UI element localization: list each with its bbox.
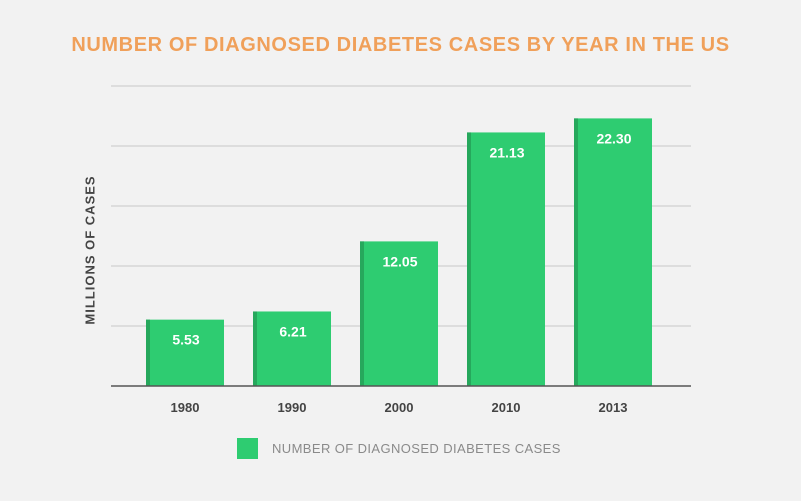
data-label: 6.21 [279,323,306,339]
x-tick-label: 2013 [599,400,628,415]
data-label: 12.05 [382,253,417,269]
bar [146,319,224,386]
data-label: 21.13 [489,144,524,160]
legend: NUMBER OF DIAGNOSED DIABETES CASES [237,438,561,459]
chart-title: NUMBER OF DIAGNOSED DIABETES CASES BY YE… [71,34,730,56]
bar-edge [574,118,578,387]
bar-edge [467,132,471,386]
bar-edge [360,241,364,386]
x-tick-label: 2000 [385,400,414,415]
x-tick-label: 1990 [278,400,307,415]
bar-edge [253,311,257,386]
bar [574,118,652,387]
x-tick-label: 2010 [492,400,521,415]
bar-edge [146,319,150,386]
bar [467,132,545,386]
bar [253,311,331,386]
data-label: 22.30 [596,130,631,146]
data-label: 5.53 [172,332,199,348]
legend-label: NUMBER OF DIAGNOSED DIABETES CASES [272,441,561,456]
legend-swatch [237,438,258,459]
x-tick-label: 1980 [171,400,200,415]
bar [360,241,438,386]
